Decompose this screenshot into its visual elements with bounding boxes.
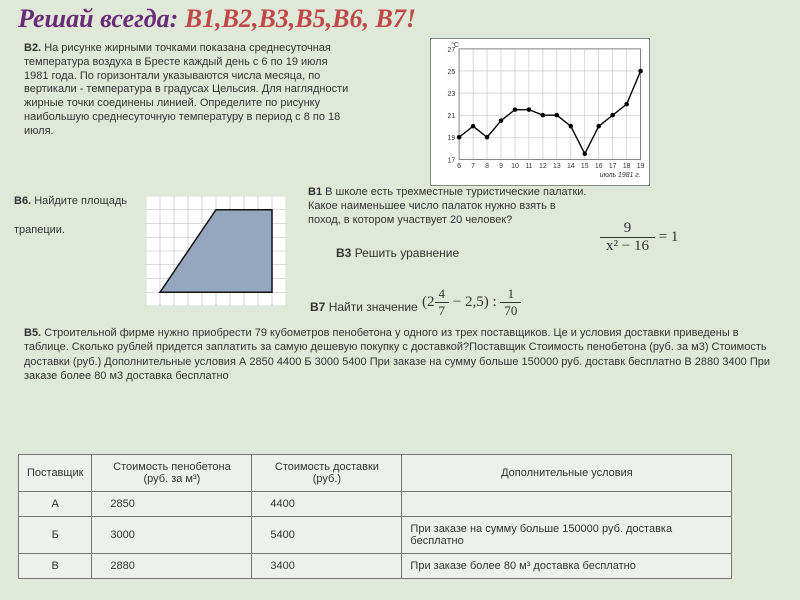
svg-text:9: 9 [499, 163, 503, 170]
eq1-rhs: = 1 [659, 229, 679, 245]
b3-text: Решить уравнение [355, 246, 459, 260]
svg-text:17: 17 [609, 163, 617, 170]
cell: 5400 [252, 517, 402, 554]
svg-text:14: 14 [567, 163, 575, 170]
svg-text:19: 19 [637, 163, 645, 170]
svg-text:17: 17 [447, 157, 455, 164]
page-title: Решай всегда: В1,В2,В3,В5,В6, В7! [18, 4, 416, 34]
th-delivery: Стоимость доставки (руб.) [252, 455, 402, 492]
svg-text:12: 12 [539, 163, 547, 170]
svg-text:13: 13 [553, 163, 561, 170]
title-codes: В1,В2,В3,В5,В6, В7 [185, 4, 406, 33]
svg-text:16: 16 [595, 163, 603, 170]
th-cond: Дополнительные условия [402, 455, 732, 492]
svg-text:11: 11 [525, 163, 532, 170]
task-b5: В5. Строительной фирме нужно приобрести … [24, 326, 784, 383]
eq2-open: (2 [422, 294, 435, 310]
cell: При заказе на сумму больше 150000 руб. д… [402, 517, 732, 554]
eq2-f2n: 1 [500, 286, 521, 303]
eq1-den: x² − 16 [600, 238, 655, 255]
svg-text:7: 7 [471, 163, 475, 170]
b6-label: В6. [14, 195, 31, 207]
cell: 2880 [92, 554, 252, 579]
task-b3: В3 Решить уравнение [336, 246, 476, 260]
title-exclaim: ! [406, 4, 416, 33]
b3-label: В3 [336, 246, 351, 260]
table-row: А 2850 4400 [19, 492, 732, 517]
table-header-row: Поставщик Стоимость пенобетона (руб. за … [19, 455, 732, 492]
svg-text:18: 18 [623, 163, 631, 170]
svg-text:°C: °C [451, 41, 459, 49]
equation-b3: 9 x² − 16 = 1 [600, 220, 678, 255]
expression-b7: (2 4 7 − 2,5) : 1 70 [422, 286, 521, 319]
b2-label: В2. [24, 42, 41, 54]
b7-label: В7 [310, 300, 325, 314]
svg-text:6: 6 [457, 163, 461, 170]
title-lead: Решай всегда: [18, 4, 185, 33]
task-b7: В7 Найти значение [310, 300, 418, 314]
temperature-chart: 171921232527678910111213141516171819°Cию… [430, 38, 650, 186]
eq2-f2d: 70 [500, 303, 521, 319]
cell: 2850 [92, 492, 252, 517]
th-supplier: Поставщик [19, 455, 92, 492]
cell: А [19, 492, 92, 517]
eq1-num: 9 [600, 220, 655, 238]
cell: 3000 [92, 517, 252, 554]
svg-text:25: 25 [447, 69, 455, 76]
table-row: В 2880 3400 При заказе более 80 м³ доста… [19, 554, 732, 579]
cell: 4400 [252, 492, 402, 517]
b6-text1: Найдите площадь [34, 195, 127, 207]
svg-text:19: 19 [447, 135, 455, 142]
eq2-f1d: 7 [435, 303, 450, 319]
svg-text:23: 23 [447, 91, 455, 98]
b5-text: Строительной фирме нужно приобрести 79 к… [24, 327, 770, 382]
eq2-f1n: 4 [435, 286, 450, 303]
b5-label: В5. [24, 327, 41, 339]
trapezoid-figure [146, 196, 286, 306]
svg-text:8: 8 [485, 163, 489, 170]
cell: Б [19, 517, 92, 554]
svg-text:июль 1981 г.: июль 1981 г. [600, 172, 641, 179]
svg-text:10: 10 [511, 163, 519, 170]
suppliers-table: Поставщик Стоимость пенобетона (руб. за … [18, 454, 732, 579]
cell: 3400 [252, 554, 402, 579]
b6-text2: трапеции. [14, 224, 65, 236]
cell: При заказе более 80 м³ доставка бесплатн… [402, 554, 732, 579]
th-price: Стоимость пенобетона (руб. за м³) [92, 455, 252, 492]
task-b1: В1 В школе есть трехместные туристически… [308, 186, 588, 227]
cell: В [19, 554, 92, 579]
svg-text:21: 21 [447, 113, 455, 120]
task-b6: В6. Найдите площадь трапеции. [14, 194, 164, 237]
svg-text:15: 15 [581, 163, 589, 170]
task-b2: В2. На рисунке жирными точками показана … [24, 42, 354, 138]
table-row: Б 3000 5400 При заказе на сумму больше 1… [19, 517, 732, 554]
b7-text: Найти значение [329, 300, 418, 314]
b1-text: В школе есть трехместные туристические п… [308, 186, 586, 226]
b1-label: В1 [308, 186, 322, 198]
eq2-mid: − 2,5) : [449, 294, 500, 310]
b2-text: На рисунке жирными точками показана сред… [24, 42, 348, 137]
cell [402, 492, 732, 517]
